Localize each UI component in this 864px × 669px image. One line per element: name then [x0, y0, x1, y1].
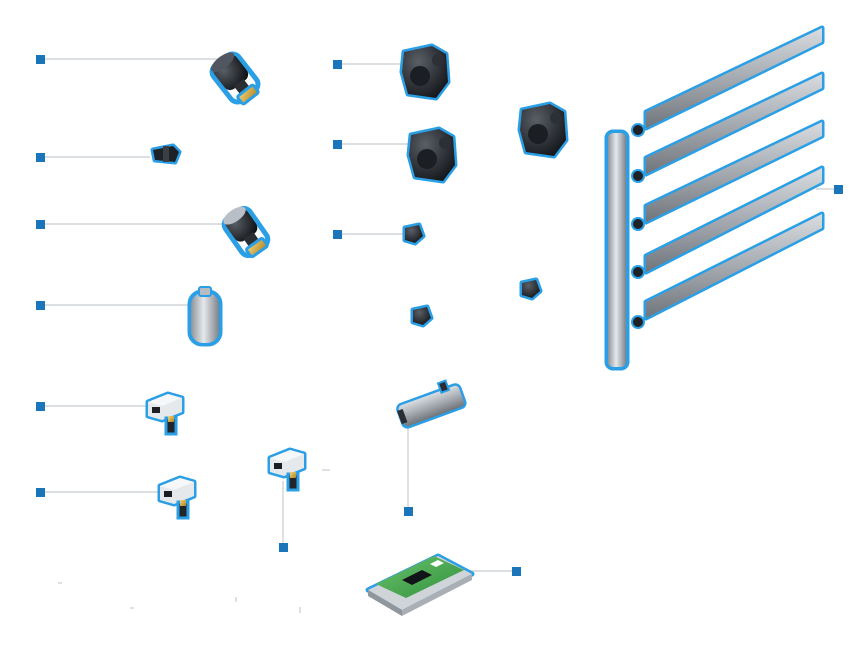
linear-actuator-icon[interactable]	[393, 377, 467, 429]
marker-actuator-box-2[interactable]	[36, 488, 45, 497]
black-fitting-icon[interactable]	[406, 126, 458, 184]
marker-actuator-box-3[interactable]	[279, 543, 288, 552]
marker-tee-fitting[interactable]	[36, 153, 45, 162]
manifold-rail	[631, 25, 825, 137]
black-cap-icon[interactable]	[402, 222, 426, 246]
marker-valve-actuator-medium[interactable]	[36, 220, 45, 229]
manifold-rail	[631, 71, 825, 183]
manifold-rail	[631, 165, 825, 279]
marker-expansion-vessel[interactable]	[36, 301, 45, 310]
cylinder-tank-icon[interactable]	[187, 286, 223, 347]
manifold-rail	[631, 119, 825, 231]
valve-actuator-icon[interactable]	[219, 202, 272, 260]
actuator-box-icon[interactable]	[157, 475, 197, 520]
marker-valve-actuator-large[interactable]	[36, 55, 45, 64]
black-cap-icon[interactable]	[519, 277, 543, 301]
actuator-box-icon[interactable]	[267, 447, 307, 492]
callout-markers	[36, 55, 843, 576]
marker-fitting-large-2[interactable]	[333, 140, 342, 149]
manifold-rail	[631, 211, 825, 329]
marker-cap-small-1[interactable]	[333, 230, 342, 239]
manifold-icon[interactable]	[604, 25, 825, 371]
marker-actuator-box-1[interactable]	[36, 402, 45, 411]
black-fitting-icon[interactable]	[517, 101, 569, 159]
marker-linear-actuator[interactable]	[404, 507, 413, 516]
marker-manifold-distributor[interactable]	[834, 185, 843, 194]
marker-fitting-large-1[interactable]	[333, 60, 342, 69]
marker-controller-board[interactable]	[512, 567, 521, 576]
actuator-box-icon[interactable]	[145, 391, 185, 436]
valve-actuator-icon[interactable]	[206, 48, 263, 109]
black-fitting-icon[interactable]	[399, 43, 451, 101]
tee-fitting-icon[interactable]	[150, 143, 182, 165]
leader-lines	[41, 58, 836, 613]
controller-board-icon[interactable]	[365, 553, 475, 616]
black-cap-icon[interactable]	[410, 304, 434, 328]
